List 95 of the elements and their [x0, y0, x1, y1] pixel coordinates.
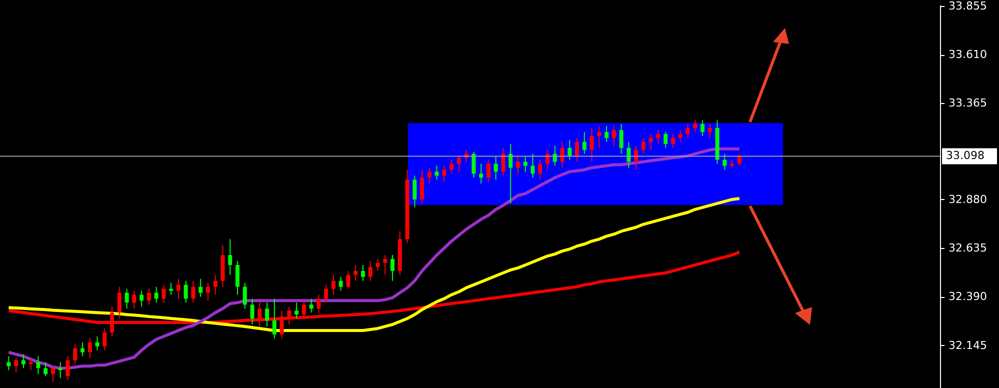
candlestick: [80, 342, 84, 357]
candlestick: [265, 302, 270, 327]
candlestick: [309, 298, 314, 314]
candlestick: [14, 358, 18, 373]
candlestick: [390, 254, 394, 282]
candlestick: [590, 128, 594, 162]
candlestick: [124, 288, 129, 310]
candlestick: [176, 278, 180, 300]
candlestick: [383, 254, 388, 276]
candlestick: [228, 238, 232, 276]
candlestick: [634, 145, 638, 170]
candlestick: [737, 153, 742, 166]
candlestick: [44, 362, 48, 377]
candlestick: [58, 362, 62, 379]
candlestick: [354, 264, 358, 282]
candlestick: [346, 270, 350, 290]
candlestick: [146, 288, 151, 306]
candlestick: [50, 366, 55, 383]
y-tick-label: 33.365: [948, 96, 987, 110]
candlestick: [376, 258, 380, 272]
candlestick: [213, 274, 218, 296]
y-tick-label: 32.635: [948, 242, 987, 255]
candlestick: [250, 298, 254, 325]
y-tick-label: 32.145: [948, 338, 987, 352]
candlestick: [582, 132, 586, 154]
candlestick: [722, 153, 727, 170]
candlestick: [6, 356, 11, 371]
candlestick: [102, 328, 107, 351]
candlestick: [412, 175, 417, 208]
candlestick: [191, 280, 196, 304]
candlestick: [140, 290, 144, 308]
candlestick: [442, 165, 446, 182]
y-tick-label: 32.390: [948, 290, 987, 304]
candlestick: [708, 124, 712, 138]
candlestick: [686, 124, 690, 138]
candlestick: [626, 141, 631, 168]
candlestick: [619, 124, 624, 154]
ref-line-label: 33.098: [946, 149, 984, 162]
candlestick: [450, 159, 454, 174]
candlestick: [66, 356, 70, 381]
candlestick: [612, 126, 616, 146]
candlestick: [294, 302, 299, 320]
candlestick: [242, 282, 247, 310]
candlestick: [206, 282, 210, 302]
candlestick: [162, 284, 166, 304]
y-tick-label: 33.610: [948, 48, 987, 62]
candlestick: [472, 151, 476, 178]
candlestick: [678, 130, 682, 142]
candlestick: [641, 137, 646, 154]
candlestick: [648, 133, 653, 150]
candlestick: [324, 284, 328, 304]
candlestick: [530, 153, 535, 178]
candlestick: [486, 159, 490, 182]
candlestick: [360, 264, 365, 282]
candlestick: [546, 149, 550, 170]
candlestick: [169, 282, 174, 296]
candlestick: [597, 126, 602, 148]
candlestick: [272, 298, 276, 339]
candlestick: [494, 155, 498, 180]
candlestick: [420, 169, 424, 204]
candlestick: [560, 141, 564, 168]
candlestick: [664, 132, 668, 148]
y-tick-label: 33.855: [948, 0, 987, 12]
candlestick: [88, 338, 92, 359]
candlestick: [479, 163, 484, 184]
candlestick: [21, 354, 26, 369]
candlestick: [656, 130, 660, 144]
candlestick: [316, 294, 321, 314]
candlestick: [198, 278, 203, 298]
candlestick: [427, 167, 432, 184]
candlestick: [508, 143, 513, 204]
candlestick: [154, 286, 158, 304]
candlestick: [538, 159, 542, 180]
candlestick: [73, 344, 78, 365]
candlestick: [501, 147, 506, 176]
candlestick: [338, 276, 343, 292]
y-tick-label: 32.880: [948, 192, 987, 206]
candlestick: [132, 290, 136, 310]
candlestick: [670, 133, 675, 148]
candlestick: [456, 155, 461, 172]
candlestick: [568, 139, 572, 160]
candlestick: [604, 126, 609, 142]
candlestick: [184, 280, 188, 304]
candlestick: [575, 137, 580, 162]
candlestick: [434, 165, 439, 180]
candlestick: [693, 120, 698, 133]
candlestick: [36, 356, 40, 375]
candlestick: [368, 260, 372, 282]
candlestick: [28, 358, 33, 371]
candlestick: [516, 155, 520, 174]
candlestick: [331, 274, 336, 296]
candlestick: [95, 336, 100, 351]
candlestick: [117, 286, 122, 320]
candlestick: [236, 260, 240, 296]
candlestick: [700, 120, 704, 136]
